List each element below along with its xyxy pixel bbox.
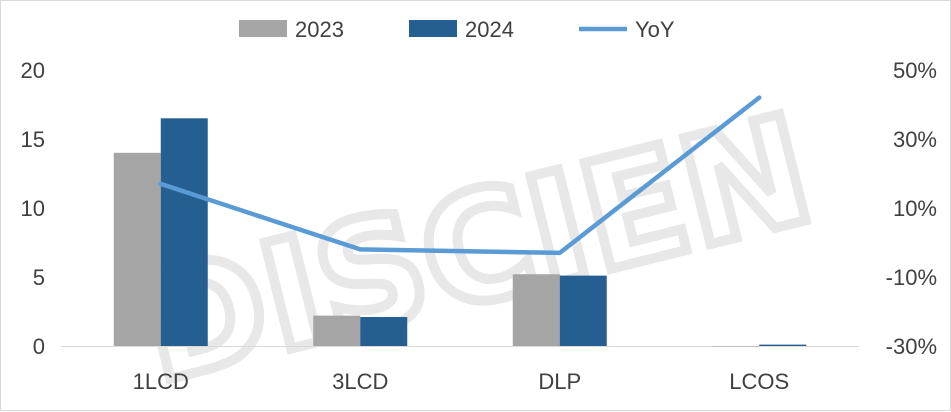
y-right-tick-label: -10% (886, 265, 937, 290)
legend-label-2024: 2024 (465, 17, 514, 42)
legend: 2023 2024 YoY (239, 17, 675, 42)
legend-label-2023: 2023 (295, 17, 344, 42)
bar-2024-1LCD (161, 118, 208, 346)
bar-2023-3LCD (313, 316, 360, 346)
bar-2023-1LCD (114, 153, 161, 346)
legend-label-YoY: YoY (635, 17, 675, 42)
x-category-label: 3LCD (332, 369, 388, 394)
bar-2024-DLP (560, 276, 607, 346)
y-left-tick-label: 0 (33, 334, 45, 359)
bar-2023-LCOS (712, 346, 759, 347)
y-right-tick-label: -30% (886, 334, 937, 359)
legend-swatch-2023 (239, 20, 287, 37)
bar-2024-3LCD (360, 317, 407, 346)
y-right-tick-label: 50% (893, 58, 937, 83)
y-right-tick-label: 30% (893, 127, 937, 152)
y-left-tick-label: 20 (21, 58, 45, 83)
legend-swatch-2024 (409, 20, 457, 37)
y-right-tick-label: 10% (893, 196, 937, 221)
bar-2024-LCOS (759, 345, 806, 346)
x-category-label: LCOS (729, 369, 789, 394)
y-left-tick-label: 5 (33, 265, 45, 290)
watermark-text: DISCIEN (124, 83, 828, 412)
y-left-tick-label: 15 (21, 127, 45, 152)
watermark: DISCIEN (124, 83, 828, 412)
bar-2023-DLP (513, 274, 560, 346)
y-left-tick-label: 10 (21, 196, 45, 221)
x-category-label: 1LCD (133, 369, 189, 394)
x-category-label: DLP (538, 369, 581, 394)
